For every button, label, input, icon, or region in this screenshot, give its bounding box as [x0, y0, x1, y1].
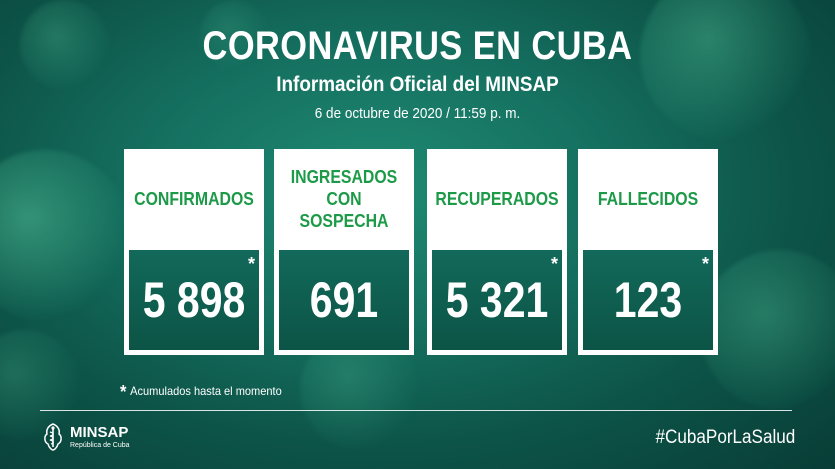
header: CORONAVIRUS EN CUBA Información Oficial …: [0, 22, 835, 124]
footnote-asterisk: *: [120, 382, 127, 402]
card-value-box: 123 *: [583, 250, 713, 350]
virus-icon: [20, 0, 110, 90]
card-value: 5 321: [445, 272, 549, 328]
page-subtitle: Información Oficial del MINSAP: [276, 73, 559, 96]
virus-icon: [700, 250, 835, 410]
card-label: RECUPERADOS: [435, 189, 559, 209]
card-label: CONFIRMADOS: [134, 189, 254, 209]
asterisk-mark: *: [701, 254, 709, 274]
card-value: 691: [309, 272, 379, 328]
card-value-box: 5 321 *: [432, 250, 562, 350]
card-label-line2: CON SOSPECHA: [299, 189, 389, 231]
footnote: * Acumulados hasta el momento: [120, 382, 282, 403]
asterisk-mark: *: [247, 254, 255, 274]
card-value-box: 691: [279, 250, 409, 350]
footnote-text: Acumulados hasta el momento: [130, 384, 282, 398]
card-value: 5 898: [142, 272, 246, 328]
virus-icon: [0, 150, 130, 320]
minsap-emblem-icon: [44, 423, 62, 451]
card-recuperados: RECUPERADOS 5 321 *: [427, 149, 567, 355]
card-value-box: 5 898 *: [129, 250, 259, 350]
card-confirmados: CONFIRMADOS 5 898 *: [124, 149, 264, 355]
logo-subtitle: República de Cuba: [70, 442, 130, 449]
card-fallecidos: FALLECIDOS 123 *: [578, 149, 718, 355]
divider: [40, 410, 792, 411]
report-date: 6 de octubre de 2020 / 11:59 p. m.: [314, 105, 521, 122]
card-label: FALLECIDOS: [597, 189, 699, 209]
minsap-logo: MINSAP República de Cuba: [40, 421, 130, 453]
page-title: CORONAVIRUS EN CUBA: [202, 24, 633, 68]
hashtag: #CubaPorLaSalud: [655, 427, 795, 448]
card-value: 123: [613, 272, 683, 328]
virus-icon: [200, 0, 270, 70]
card-ingresados: INGRESADOS CON SOSPECHA 691: [274, 149, 414, 355]
card-label: INGRESADOS CON SOSPECHA: [282, 149, 405, 249]
virus-icon: [640, 0, 810, 140]
asterisk-mark: *: [550, 254, 558, 274]
card-label-line1: INGRESADOS: [290, 167, 398, 187]
logo-name: MINSAP: [70, 424, 129, 441]
